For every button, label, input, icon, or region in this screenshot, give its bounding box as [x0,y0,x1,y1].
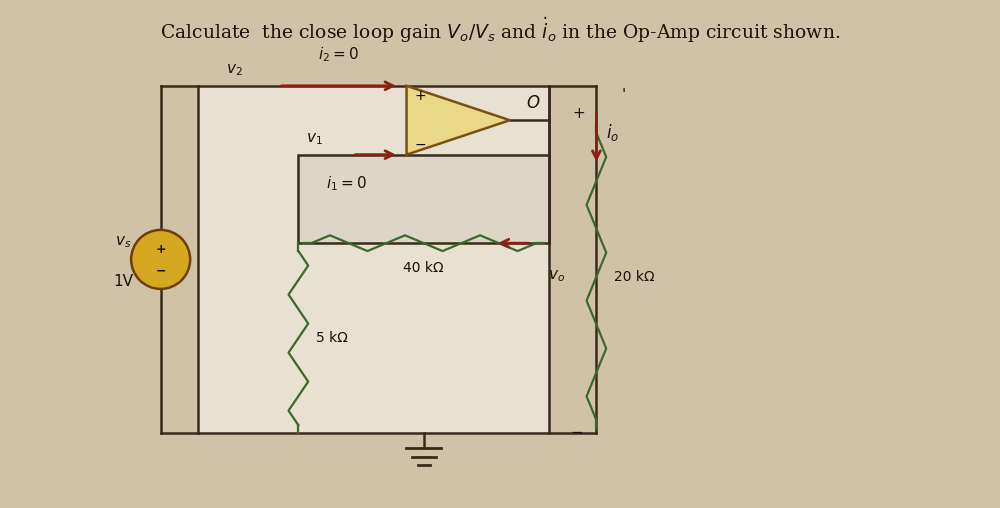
Circle shape [131,230,190,289]
Text: −: − [415,138,426,152]
Text: $i_o$: $i_o$ [606,121,619,143]
Text: $v_o$: $v_o$ [548,269,565,284]
Text: 20 kΩ: 20 kΩ [614,270,655,283]
Text: $v_2$: $v_2$ [226,62,242,78]
Text: $i_1 = 0$: $i_1 = 0$ [326,174,367,193]
Text: 5 kΩ: 5 kΩ [316,331,348,345]
Text: −: − [570,425,583,439]
Text: 1V: 1V [113,273,133,289]
Text: $i_2 = 0$: $i_2 = 0$ [318,46,359,64]
Text: O: O [526,94,539,112]
FancyBboxPatch shape [198,86,549,433]
Text: +: + [155,243,166,256]
Text: Calculate  the close loop gain $V_o/V_s$ and $\dot{i}_o$ in the Op-Amp circuit s: Calculate the close loop gain $V_o/V_s$ … [160,15,840,45]
Text: $v_1$: $v_1$ [306,131,323,147]
Text: 40 kΩ: 40 kΩ [403,261,444,275]
Text: +: + [572,106,585,121]
Text: +: + [415,88,426,103]
Text: $v_s$: $v_s$ [115,234,131,249]
Text: ': ' [622,88,626,103]
FancyBboxPatch shape [298,154,549,243]
Text: −: − [155,265,166,278]
Polygon shape [407,86,510,154]
